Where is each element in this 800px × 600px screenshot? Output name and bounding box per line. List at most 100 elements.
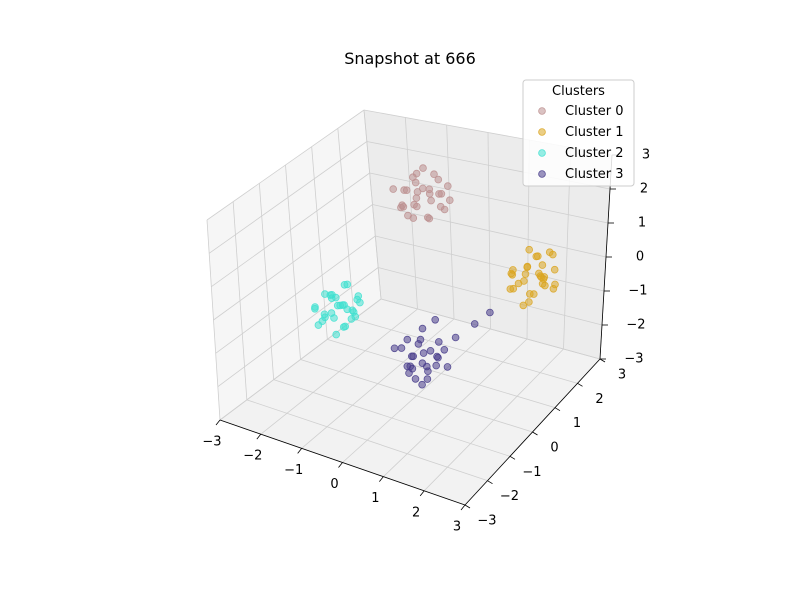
x-tick-mark <box>215 419 221 426</box>
z-tick-label: 1 <box>638 216 646 231</box>
point-cluster-3 <box>406 362 415 371</box>
point-cluster-1 <box>509 266 517 274</box>
z-tick-label: 0 <box>636 250 644 265</box>
y-tick-label: 2 <box>595 392 603 407</box>
point-cluster-2 <box>339 323 348 331</box>
pane-left <box>207 110 381 420</box>
point-cluster-3 <box>411 375 420 383</box>
x-tick-label: 2 <box>412 505 420 520</box>
point-cluster-3 <box>432 361 441 370</box>
point-cluster-1 <box>550 265 559 274</box>
point-cluster-3 <box>433 352 441 361</box>
y-tick-mark <box>532 431 538 436</box>
point-cluster-0 <box>419 164 427 172</box>
point-cluster-3 <box>409 352 418 361</box>
legend-marker-3 <box>538 170 546 178</box>
y-tick-label: 0 <box>550 441 558 456</box>
legend-label-0: Cluster 0 <box>565 104 624 119</box>
point-cluster-0 <box>434 175 443 184</box>
point-cluster-1 <box>549 284 558 293</box>
y-tick-mark <box>487 480 493 485</box>
point-cluster-3 <box>486 308 494 317</box>
point-cluster-1 <box>519 301 528 310</box>
grid-y-floor <box>380 298 601 360</box>
point-cluster-1 <box>523 263 531 272</box>
z-tick-label: −1 <box>628 284 647 299</box>
grid-z-left <box>208 141 368 254</box>
x-tick-label: −1 <box>284 463 303 478</box>
point-cluster-0 <box>427 196 435 205</box>
point-cluster-3 <box>443 363 452 371</box>
point-cluster-1 <box>525 245 533 254</box>
point-cluster-3 <box>418 380 426 389</box>
grid-z-left <box>206 109 365 221</box>
point-cluster-2 <box>320 310 329 319</box>
point-cluster-0 <box>436 202 445 211</box>
legend: Clusters Cluster 0 Cluster 1 Cluster 2 Clust… <box>522 79 635 187</box>
grid-y-floor <box>354 318 578 384</box>
legend-label-2: Cluster 2 <box>565 146 624 161</box>
point-cluster-0 <box>410 200 418 209</box>
point-cluster-0 <box>418 184 427 193</box>
point-cluster-0 <box>404 211 412 220</box>
y-tick-mark <box>599 358 606 363</box>
point-cluster-0 <box>430 170 438 179</box>
x-tick-label: −3 <box>202 435 221 450</box>
point-cluster-3 <box>470 320 479 328</box>
point-cluster-0 <box>443 182 452 190</box>
point-cluster-2 <box>354 292 363 300</box>
point-cluster-3 <box>419 349 428 357</box>
y-tick-mark <box>509 455 516 460</box>
point-cluster-1 <box>509 284 518 293</box>
z-tick-label: −3 <box>624 352 643 367</box>
y-tick-label: −1 <box>522 465 541 480</box>
legend-box <box>522 79 635 187</box>
point-cluster-0 <box>425 190 434 198</box>
x-tick-mark <box>460 504 466 511</box>
y-tick-label: 1 <box>573 416 581 431</box>
x-tick-label: −2 <box>243 449 262 464</box>
z-tick-label: 2 <box>640 182 648 197</box>
x-tick-label: 3 <box>453 520 461 535</box>
x-tick-mark <box>338 462 343 468</box>
point-cluster-3 <box>405 369 413 377</box>
z-tick-label: −2 <box>626 318 645 333</box>
point-cluster-0 <box>425 214 434 223</box>
point-cluster-2 <box>327 294 336 303</box>
point-cluster-1 <box>533 252 542 261</box>
legend-title: Clusters <box>552 84 605 99</box>
y-tick-label: −2 <box>500 489 519 504</box>
legend-label-1: Cluster 1 <box>565 125 624 140</box>
point-cluster-0 <box>412 194 421 202</box>
point-cluster-3 <box>390 344 399 353</box>
point-cluster-1 <box>525 290 534 298</box>
y-tick-label: −3 <box>477 514 496 529</box>
point-cluster-0 <box>445 196 454 205</box>
axis-lines <box>215 154 618 511</box>
x-tick-label: 1 <box>371 491 379 506</box>
point-cluster-1 <box>535 269 543 278</box>
point-cluster-2 <box>356 298 364 307</box>
point-cluster-3 <box>418 324 427 333</box>
point-cluster-2 <box>340 301 348 309</box>
point-cluster-0 <box>389 185 398 193</box>
x-tick-mark <box>379 476 384 482</box>
y-tick-mark <box>554 407 561 412</box>
point-cluster-0 <box>400 186 408 194</box>
point-cluster-1 <box>541 281 549 290</box>
point-cluster-3 <box>431 315 440 324</box>
point-cluster-2 <box>332 330 341 339</box>
x-tick-label: 0 <box>330 477 338 492</box>
point-cluster-3 <box>422 362 431 371</box>
point-cluster-1 <box>521 270 530 278</box>
point-cluster-2 <box>340 280 349 289</box>
point-cluster-0 <box>435 190 443 198</box>
point-cluster-1 <box>520 277 528 285</box>
y-tick-label: 3 <box>618 368 626 383</box>
point-cluster-2 <box>311 304 319 313</box>
point-cluster-0 <box>398 201 406 210</box>
point-cluster-2 <box>314 321 323 329</box>
